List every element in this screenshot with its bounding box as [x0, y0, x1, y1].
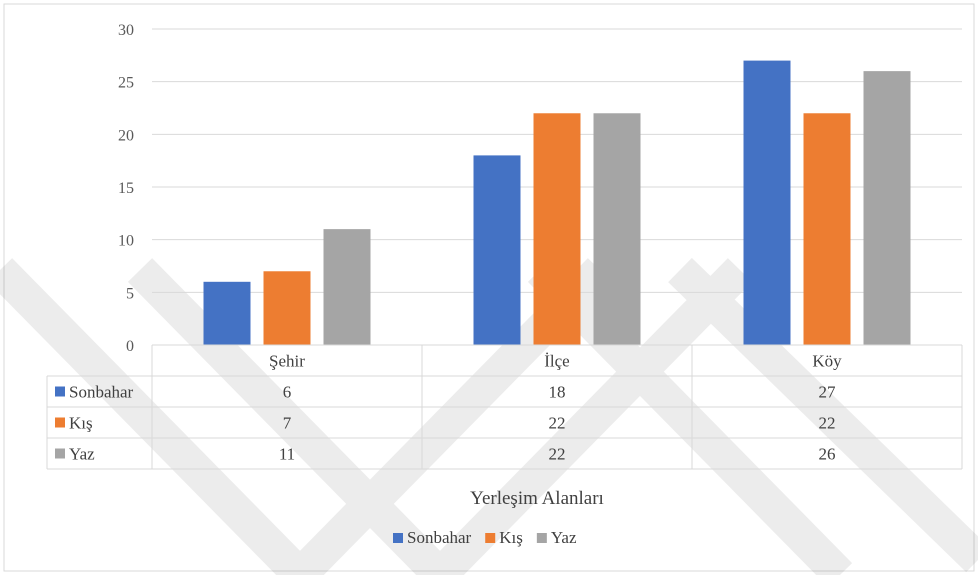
y-tick-label: 5 — [126, 285, 134, 302]
bar — [593, 113, 641, 346]
x-axis-title: Yerleşim Alanları — [470, 488, 604, 509]
legend-entry: Sonbahar — [407, 528, 472, 547]
table-cell: 6 — [283, 383, 292, 402]
y-tick-label: 10 — [118, 233, 134, 250]
y-axis-ticks: 0 5 10 15 20 25 30 — [118, 22, 134, 355]
bar — [533, 113, 581, 346]
bar — [743, 60, 791, 345]
y-tick-label: 25 — [118, 75, 134, 92]
table-cell: 27 — [819, 383, 837, 402]
bar — [203, 281, 251, 345]
y-tick-label: 15 — [118, 180, 134, 197]
y-tick-label: 20 — [118, 127, 134, 144]
table-series-name: Sonbahar — [69, 383, 134, 402]
table-cell: 11 — [279, 445, 295, 464]
y-tick-label: 30 — [118, 22, 134, 39]
y-tick-label: 0 — [126, 338, 134, 355]
bar — [323, 229, 371, 345]
category-label: İlçe — [544, 352, 569, 371]
legend-key — [485, 533, 496, 543]
table-legend-key — [55, 448, 65, 459]
table-legend-key — [55, 386, 65, 397]
table-cell: 22 — [549, 414, 566, 433]
bar — [803, 113, 851, 346]
bar — [263, 271, 311, 345]
legend: Sonbahar Kış Yaz — [393, 528, 577, 547]
table-cell: 22 — [549, 445, 566, 464]
table-series-name: Yaz — [69, 445, 95, 464]
table-cell: 7 — [283, 414, 292, 433]
legend-key — [536, 533, 547, 543]
bar — [863, 71, 911, 345]
table-cell: 22 — [819, 414, 836, 433]
legend-entry: Kış — [499, 528, 523, 547]
bars — [203, 60, 911, 346]
data-table: Şehir İlçe Köy Sonbahar 6 18 27 Kış 7 22 22 Yaz 11 22… — [46, 344, 963, 470]
watermark — [0, 257, 978, 575]
legend-entry: Yaz — [551, 528, 577, 547]
table-cell: 18 — [549, 383, 566, 402]
category-label: Köy — [812, 352, 842, 371]
table-cell: 26 — [819, 445, 836, 464]
table-series-name: Kış — [69, 414, 93, 433]
legend-key — [393, 533, 403, 543]
table-legend-key — [55, 417, 65, 428]
bar — [473, 155, 521, 345]
category-label: Şehir — [269, 352, 305, 371]
